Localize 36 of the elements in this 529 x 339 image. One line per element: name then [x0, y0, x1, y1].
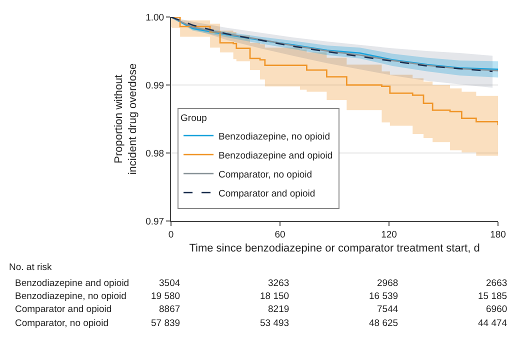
text: Comparator and opioid: [15, 304, 112, 315]
y-tick-label: 0.99: [146, 80, 164, 92]
text: 53 493: [260, 318, 290, 329]
text: 2663: [486, 278, 508, 289]
legend-label: Benzodiazepine and opioid: [218, 150, 333, 162]
text: 57 839: [151, 318, 180, 329]
legend-title: Group: [180, 113, 207, 124]
x-tick-label: 180: [490, 229, 506, 240]
x-axis-title: Time since benzodiazepine or comparator treatment start, d: [189, 242, 480, 255]
text: 16 539: [369, 291, 398, 302]
legend-label: Comparator, no opioid: [218, 169, 312, 180]
text: No. at risk: [9, 262, 52, 273]
x-tick-label: 120: [381, 229, 397, 240]
legend-label: Benzodiazepine, no opioid: [218, 131, 330, 142]
text: 3504: [159, 278, 180, 289]
text: 48 625: [369, 318, 398, 329]
text: Comparator, no opioid: [15, 318, 108, 329]
text: 44 474: [478, 318, 508, 329]
text: 2968: [377, 278, 398, 289]
text: 8867: [159, 304, 180, 315]
text: 15 185: [478, 291, 508, 302]
x-tick-label: 0: [168, 229, 174, 240]
text: 8219: [268, 304, 290, 315]
text: Benzodiazepine, no opioid: [15, 291, 126, 302]
text: 3263: [268, 278, 290, 289]
y-tick-label: 1.00: [146, 12, 164, 24]
y-axis-title: Proportion without incident drug overdose: [112, 63, 140, 175]
text: 18 150: [260, 291, 290, 302]
x-tick-label: 60: [274, 229, 286, 240]
text: 6960: [486, 304, 508, 315]
y-tick-label: 0.98: [146, 148, 164, 160]
text: Benzodiazepine and opioid: [15, 278, 130, 289]
y-tick-label: 0.97: [146, 216, 164, 228]
text: 19 580: [151, 291, 180, 302]
text: 7544: [377, 304, 398, 315]
legend-label: Comparator and opioid: [218, 188, 316, 200]
